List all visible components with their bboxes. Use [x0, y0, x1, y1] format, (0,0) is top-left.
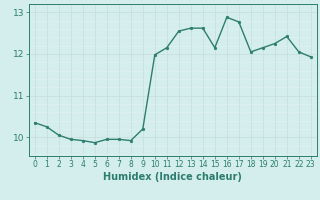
X-axis label: Humidex (Indice chaleur): Humidex (Indice chaleur) — [103, 172, 242, 182]
